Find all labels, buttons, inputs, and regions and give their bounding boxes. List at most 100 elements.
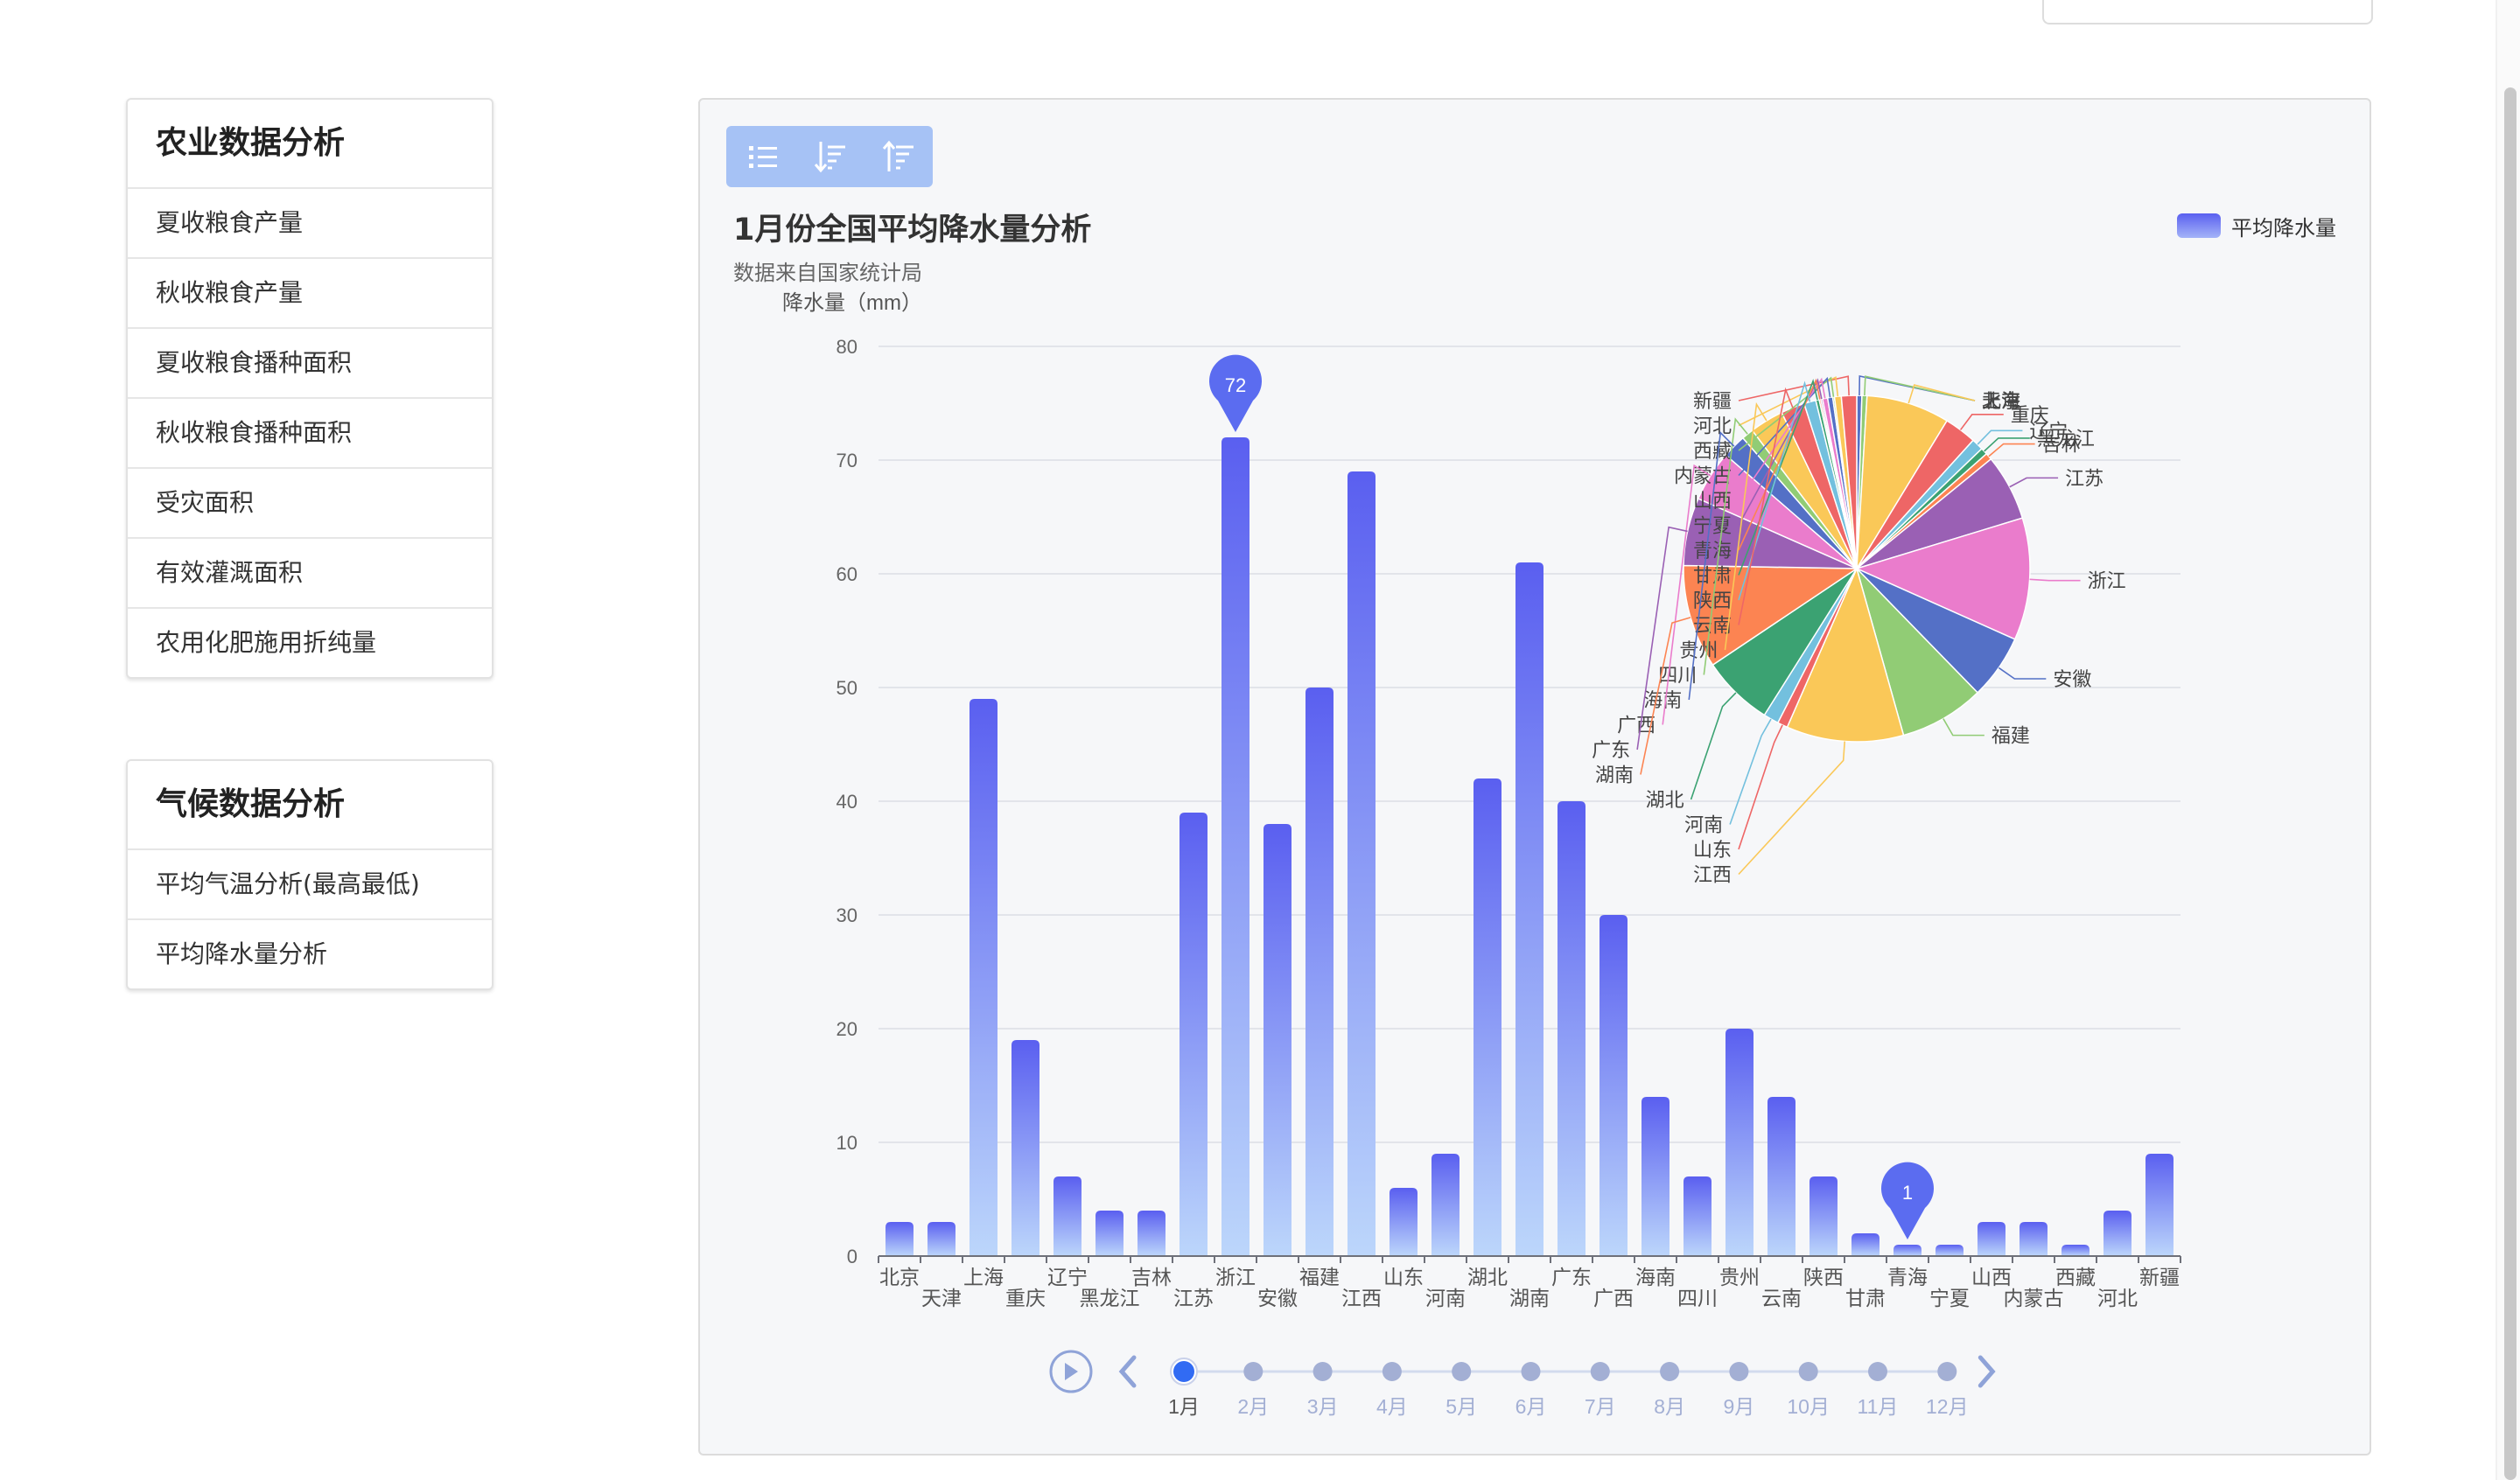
bar[interactable] [886,1222,914,1256]
pie-label-group: 云南 [1693,387,1794,637]
data-view-button[interactable] [732,126,793,187]
x-tick-label: 浙江 [1215,1266,1256,1288]
pie-label-group: 重庆 [1959,404,2049,430]
bar[interactable] [1852,1233,1880,1256]
pie-label-group: 吉林 [1988,434,2081,457]
bar[interactable] [1936,1245,1964,1256]
bar[interactable] [1810,1176,1838,1256]
menu-item-temperature[interactable]: 平均气温分析(最高最低) [128,850,492,920]
bar[interactable] [1978,1222,2006,1256]
pie-slice[interactable] [1854,517,2031,640]
bar[interactable] [1306,688,1334,1256]
bar[interactable] [1642,1097,1670,1256]
pie-label-line [1738,741,1846,876]
bar[interactable] [1558,801,1586,1256]
menu-item-fertilizer[interactable]: 农用化肥施用折纯量 [156,628,377,657]
bar[interactable] [1348,471,1376,1256]
bar[interactable] [1894,1245,1922,1256]
pie-label-group: 内蒙古 [1674,376,1831,487]
pie-label-line [1738,378,1823,526]
pie-label-line [1984,437,2030,452]
bar[interactable] [1474,778,1502,1256]
x-tick-label: 河北 [2097,1287,2138,1309]
pie-label-group: 贵州 [1679,401,1768,661]
chart-legend[interactable]: 平均降水量 [2177,212,2336,241]
menu-item-precipitation[interactable]: 平均降水量分析 [156,939,328,968]
timeline-dot[interactable] [1312,1362,1333,1381]
pie-slice[interactable] [1786,566,1905,743]
menu-item-summer-sown-area[interactable]: 夏收粮食播种面积 [128,329,492,399]
pie-label: 西藏 [1693,440,1732,462]
bar[interactable] [1390,1188,1418,1256]
timeline-dot[interactable] [1521,1362,1541,1381]
menu-item-disaster-area[interactable]: 受灾面积 [128,469,492,539]
timeline-dot[interactable] [1243,1362,1264,1381]
timeline-play-button[interactable] [1049,1350,1093,1393]
timeline-dot-current[interactable] [1173,1361,1194,1382]
timeline-label: 11月 [1858,1395,1899,1418]
pie-label-group: 宁夏 [1693,378,1823,537]
bar[interactable] [2146,1154,2174,1256]
bar[interactable] [928,1222,956,1256]
menu-item-summer-grain-output[interactable]: 夏收粮食产量 [128,189,492,259]
timeline-dot[interactable] [1452,1362,1472,1381]
bar[interactable] [1684,1176,1712,1256]
bar[interactable] [2020,1222,2048,1256]
timeline-next-icon[interactable] [1978,1355,1996,1388]
menu-item-autumn-grain-output[interactable]: 秋收粮食产量 [128,259,492,329]
bar[interactable] [1768,1097,1796,1256]
bar[interactable] [1180,813,1208,1256]
chart-card: 1月份全国平均降水量分析 数据来自国家统计局 平均降水量 降水量（mm） 0 10 2… [698,98,2371,1456]
pie-label: 辽宁 [2029,420,2068,442]
pie-label-group: 海南 [1643,430,1735,711]
bar[interactable] [1600,915,1628,1256]
pie-label: 宁夏 [1693,515,1732,537]
menu-item-autumn-sown-area[interactable]: 秋收粮食播种面积 [128,399,492,469]
markpoint-min[interactable]: 1 [1881,1162,1934,1239]
bar[interactable] [1222,437,1250,1256]
markpoint-max[interactable]: 72 [1209,354,1262,432]
sort-ascending-icon [882,140,914,171]
x-tick-label: 北京 [879,1266,920,1288]
bar[interactable] [1012,1040,1040,1256]
x-tick-label: 湖南 [1509,1287,1550,1309]
x-tick-label: 山东 [1383,1266,1424,1288]
scrollbar-thumb[interactable] [2504,87,2516,1480]
play-icon [1065,1363,1078,1380]
pie-label: 河北 [1693,415,1732,437]
menu-item-irrigation-area[interactable]: 有效灌溉面积 [128,539,492,609]
sort-descending-button[interactable] [800,126,861,187]
y-tick-label: 10 [836,1132,858,1154]
pie-label: 江西 [1693,864,1732,886]
bar[interactable] [1264,824,1292,1256]
timeline-dot[interactable] [1868,1362,1887,1381]
timeline-prev-icon[interactable] [1118,1355,1137,1388]
pie-slice[interactable] [1840,394,1858,569]
bar[interactable] [2062,1245,2090,1256]
bar[interactable] [1432,1154,1460,1256]
x-tick-label: 重庆 [1005,1287,1046,1309]
bar[interactable] [1138,1211,1166,1256]
pie-label-line [1738,375,1850,401]
scrollbar[interactable] [2496,0,2520,1480]
pie-slice[interactable] [1856,568,1979,737]
pie-label-line [1690,692,1737,800]
sort-ascending-button[interactable] [868,126,929,187]
pie-label-group: 河南 [1684,718,1772,836]
timeline-dot[interactable] [1798,1362,1818,1381]
bar[interactable] [1096,1211,1124,1256]
timeline-dot[interactable] [1590,1362,1610,1381]
pie-slice[interactable] [1856,394,1949,569]
bar[interactable] [970,699,998,1256]
climate-panel-title: 气候数据分析 [128,761,492,850]
bar[interactable] [1054,1176,1082,1256]
bar[interactable] [1516,562,1544,1256]
timeline-dot[interactable] [1382,1362,1402,1381]
bar[interactable] [1726,1029,1754,1256]
bar[interactable] [2104,1211,2132,1256]
y-tick-label: 0 [847,1246,858,1267]
timeline-dot[interactable] [1729,1362,1749,1381]
timeline-dot[interactable] [1660,1362,1680,1381]
pie-label-line [1738,377,1826,501]
timeline-dot[interactable] [1937,1362,1957,1381]
